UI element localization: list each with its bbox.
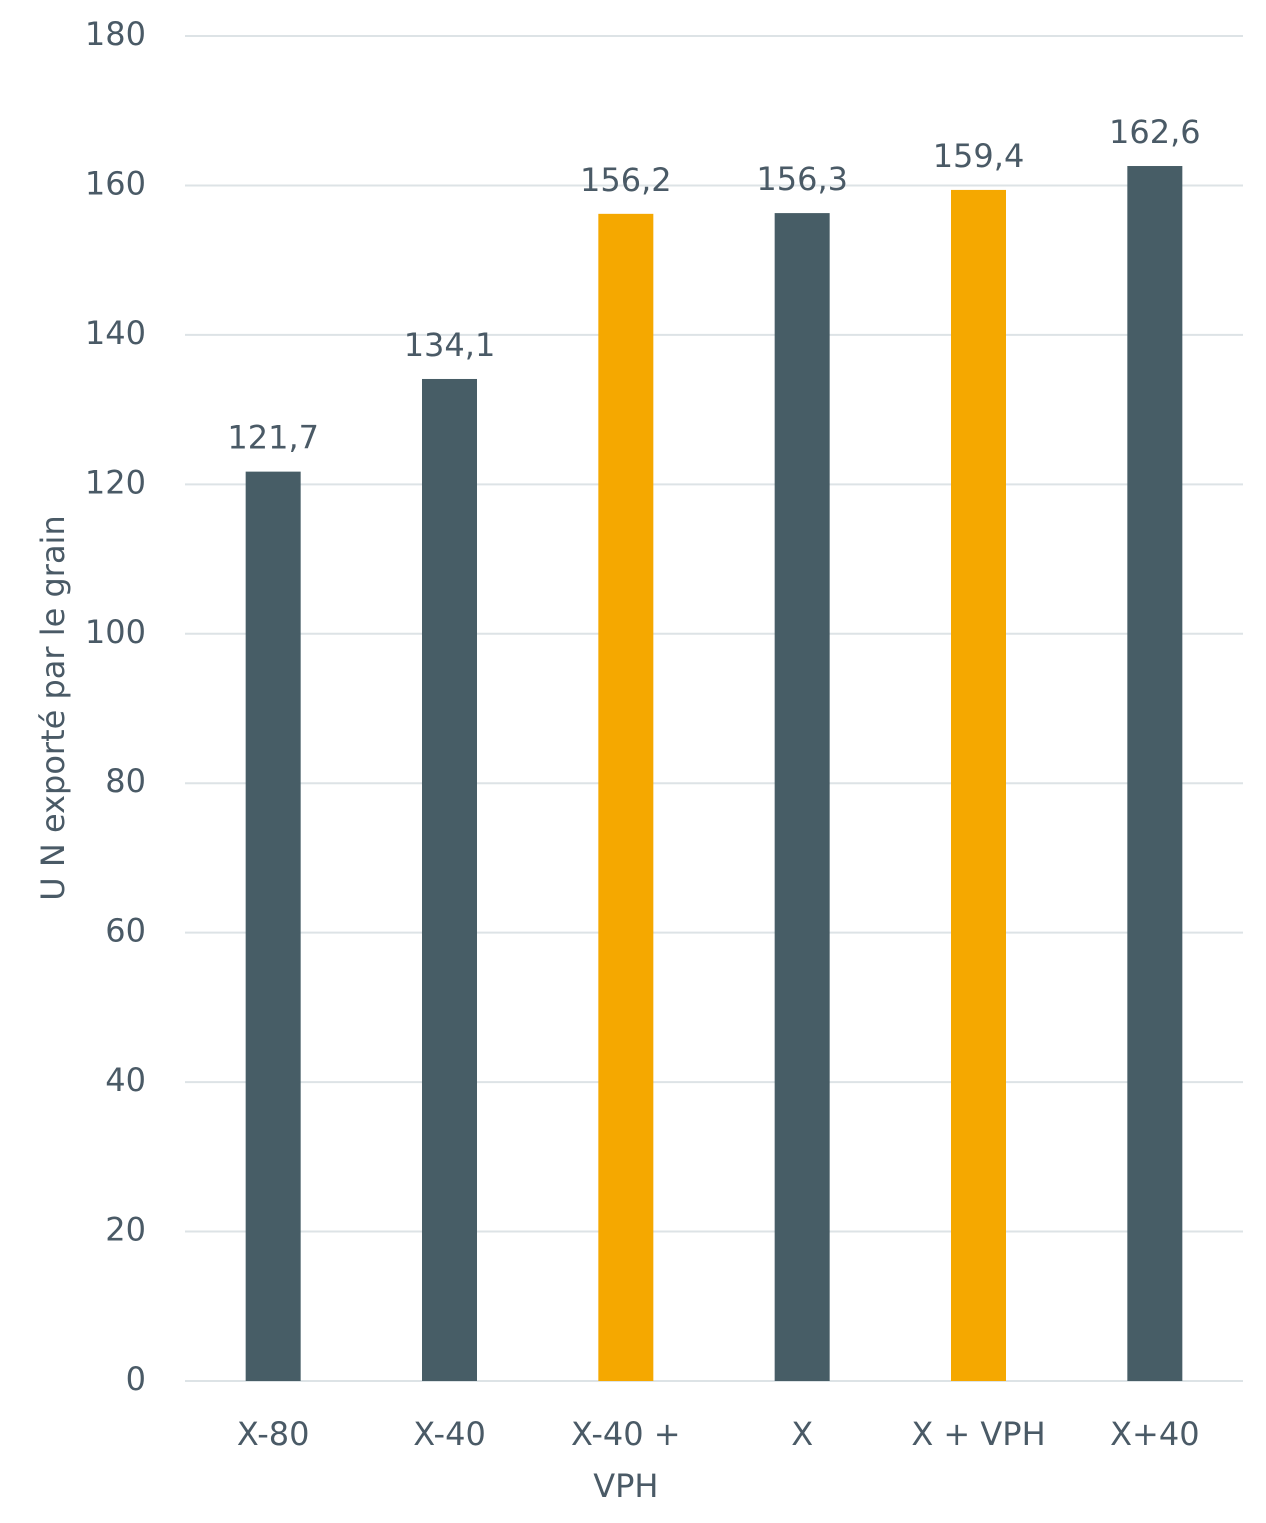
bar bbox=[598, 213, 654, 1382]
value-label: 121,7 bbox=[227, 419, 319, 457]
x-tick-label: X bbox=[791, 1415, 813, 1453]
x-tick-label: X-40 + VPH bbox=[571, 1415, 681, 1505]
y-tick-label: 120 bbox=[85, 463, 146, 501]
y-tick-label: 40 bbox=[105, 1061, 146, 1099]
bar bbox=[774, 213, 830, 1381]
y-tick-label: 60 bbox=[105, 912, 146, 950]
value-label: 134,1 bbox=[404, 326, 496, 364]
y-tick-label: 140 bbox=[85, 314, 146, 352]
y-tick-label: 0 bbox=[126, 1360, 146, 1398]
x-tick-label: X + VPH bbox=[911, 1415, 1045, 1453]
x-tick-label: X-40 bbox=[413, 1415, 486, 1453]
y-tick-label: 80 bbox=[105, 762, 146, 800]
x-tick-label: X-80 bbox=[237, 1415, 310, 1453]
x-tick-label: X+40 bbox=[1110, 1415, 1199, 1453]
y-tick-label: 160 bbox=[85, 164, 146, 202]
y-tick-label: 20 bbox=[105, 1211, 146, 1249]
bar bbox=[422, 378, 477, 1382]
value-label: 156,2 bbox=[580, 161, 672, 199]
bar bbox=[951, 189, 1006, 1382]
bar bbox=[245, 471, 301, 1381]
value-label: 162,6 bbox=[1109, 113, 1201, 151]
value-label: 159,4 bbox=[933, 137, 1025, 175]
y-tick-label: 100 bbox=[85, 613, 146, 651]
value-label: 156,3 bbox=[756, 160, 848, 198]
y-axis-label: U N exporté par le grain bbox=[34, 515, 72, 900]
y-tick-label: 180 bbox=[85, 15, 146, 53]
bar bbox=[1127, 166, 1183, 1382]
